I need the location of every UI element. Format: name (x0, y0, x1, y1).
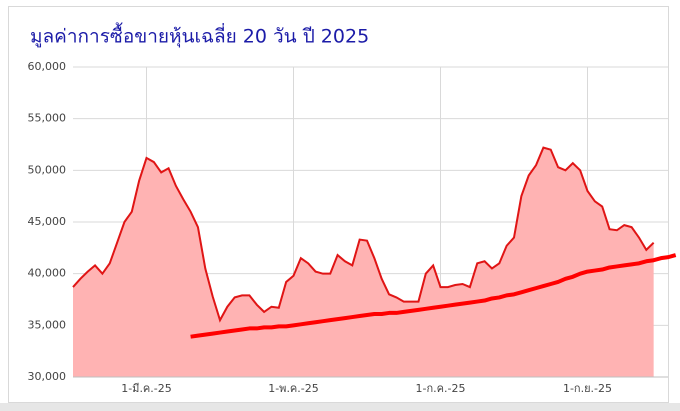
area (73, 147, 654, 377)
line (190, 253, 677, 339)
y-tick-label: 40,000 (28, 267, 67, 280)
chart-title: มูลค่าการซื้อขายหุ้นเฉลี่ย 20 วัน ปี 202… (30, 23, 369, 49)
y-tick-label: 35,000 (28, 318, 67, 331)
y-tick-label: 60,000 (28, 60, 67, 73)
x-tick-label: 1-พ.ค.-25 (268, 382, 319, 395)
sheet-bar (0, 403, 680, 411)
y-tick-label: 55,000 (28, 112, 67, 125)
y-tick-label: 30,000 (28, 370, 67, 383)
x-tick-label: 1-มี.ค.-25 (121, 382, 172, 395)
y-tick-label: 45,000 (28, 215, 67, 228)
y-tick-label: 50,000 (28, 163, 67, 176)
area-line (72, 146, 655, 323)
x-tick-label: 1-ก.ค.-25 (416, 382, 466, 395)
x-tick-label: 1-ก.ย.-25 (563, 382, 612, 395)
